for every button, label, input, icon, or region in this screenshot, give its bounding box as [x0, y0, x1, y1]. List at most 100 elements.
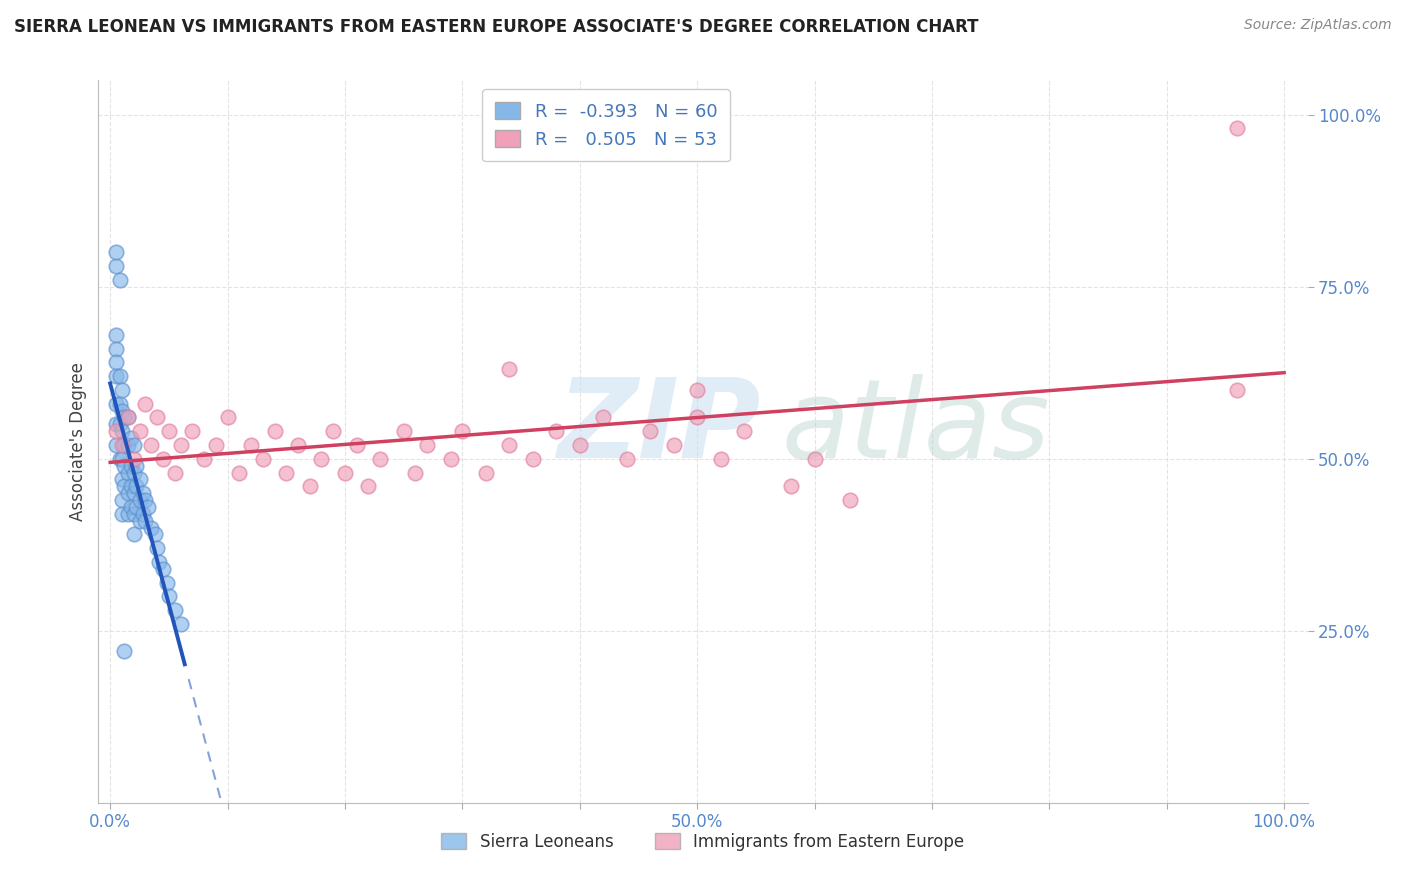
Point [111, 472, 134, 486]
Point [122, 507, 145, 521]
Point [112, 410, 135, 425]
Point [686, 383, 709, 397]
Point [157, 590, 180, 604]
Point [122, 486, 145, 500]
Point [143, 527, 166, 541]
Point [122, 438, 145, 452]
Point [146, 541, 169, 556]
Point [112, 438, 135, 452]
Point [662, 438, 685, 452]
Point [1226, 121, 1249, 136]
Point [108, 369, 131, 384]
Point [298, 479, 321, 493]
Point [111, 424, 134, 438]
Point [169, 616, 191, 631]
Point [105, 245, 128, 260]
Point [125, 500, 148, 514]
Point [112, 644, 135, 658]
Point [392, 424, 415, 438]
Point [333, 466, 356, 480]
Point [136, 500, 159, 514]
Point [132, 507, 155, 521]
Point [111, 493, 134, 508]
Point [105, 342, 128, 356]
Point [252, 451, 274, 466]
Point [217, 410, 239, 425]
Point [416, 438, 439, 452]
Point [128, 493, 150, 508]
Point [105, 424, 128, 438]
Point [733, 424, 755, 438]
Point [105, 417, 128, 432]
Point [134, 514, 156, 528]
Point [475, 466, 498, 480]
Point [780, 479, 803, 493]
Point [204, 438, 226, 452]
Point [120, 479, 142, 493]
Point [141, 438, 163, 452]
Point [122, 451, 145, 466]
Point [346, 438, 368, 452]
Point [710, 451, 733, 466]
Legend: Sierra Leoneans, Immigrants from Eastern Europe: Sierra Leoneans, Immigrants from Eastern… [433, 825, 973, 860]
Point [592, 410, 614, 425]
Point [122, 527, 145, 541]
Point [276, 466, 298, 480]
Point [105, 397, 128, 411]
Point [132, 486, 155, 500]
Point [111, 403, 134, 417]
Point [122, 466, 145, 480]
Point [638, 424, 661, 438]
Point [368, 451, 391, 466]
Point [105, 327, 128, 342]
Point [117, 438, 139, 452]
Point [128, 472, 150, 486]
Point [141, 520, 163, 534]
Text: SIERRA LEONEAN VS IMMIGRANTS FROM EASTERN EUROPE ASSOCIATE'S DEGREE CORRELATION : SIERRA LEONEAN VS IMMIGRANTS FROM EASTER… [14, 18, 979, 36]
Point [152, 451, 174, 466]
Point [128, 514, 150, 528]
Point [498, 438, 520, 452]
Point [120, 500, 142, 514]
Point [163, 466, 186, 480]
Text: atlas: atlas [782, 374, 1050, 481]
Point [108, 273, 131, 287]
Point [357, 479, 380, 493]
Point [112, 479, 135, 493]
Point [322, 424, 344, 438]
Point [1226, 383, 1249, 397]
Point [125, 458, 148, 473]
Point [105, 438, 128, 452]
Text: ZIP: ZIP [558, 374, 762, 481]
Point [128, 424, 150, 438]
Point [311, 451, 333, 466]
Point [522, 451, 544, 466]
Point [134, 493, 156, 508]
Point [152, 562, 174, 576]
Point [404, 466, 426, 480]
Point [169, 438, 191, 452]
Point [686, 410, 709, 425]
Point [263, 424, 285, 438]
Point [240, 438, 263, 452]
Y-axis label: Associate's Degree: Associate's Degree [69, 362, 87, 521]
Point [546, 424, 568, 438]
Point [117, 410, 139, 425]
Point [451, 424, 474, 438]
Point [146, 410, 169, 425]
Point [193, 451, 215, 466]
Point [134, 397, 156, 411]
Point [108, 451, 131, 466]
Point [120, 458, 142, 473]
Point [228, 466, 250, 480]
Point [498, 362, 520, 376]
Point [616, 451, 638, 466]
Point [117, 507, 139, 521]
Point [568, 438, 591, 452]
Point [155, 575, 177, 590]
Point [111, 383, 134, 397]
Point [803, 451, 825, 466]
Point [838, 493, 860, 508]
Point [148, 555, 170, 569]
Point [181, 424, 204, 438]
